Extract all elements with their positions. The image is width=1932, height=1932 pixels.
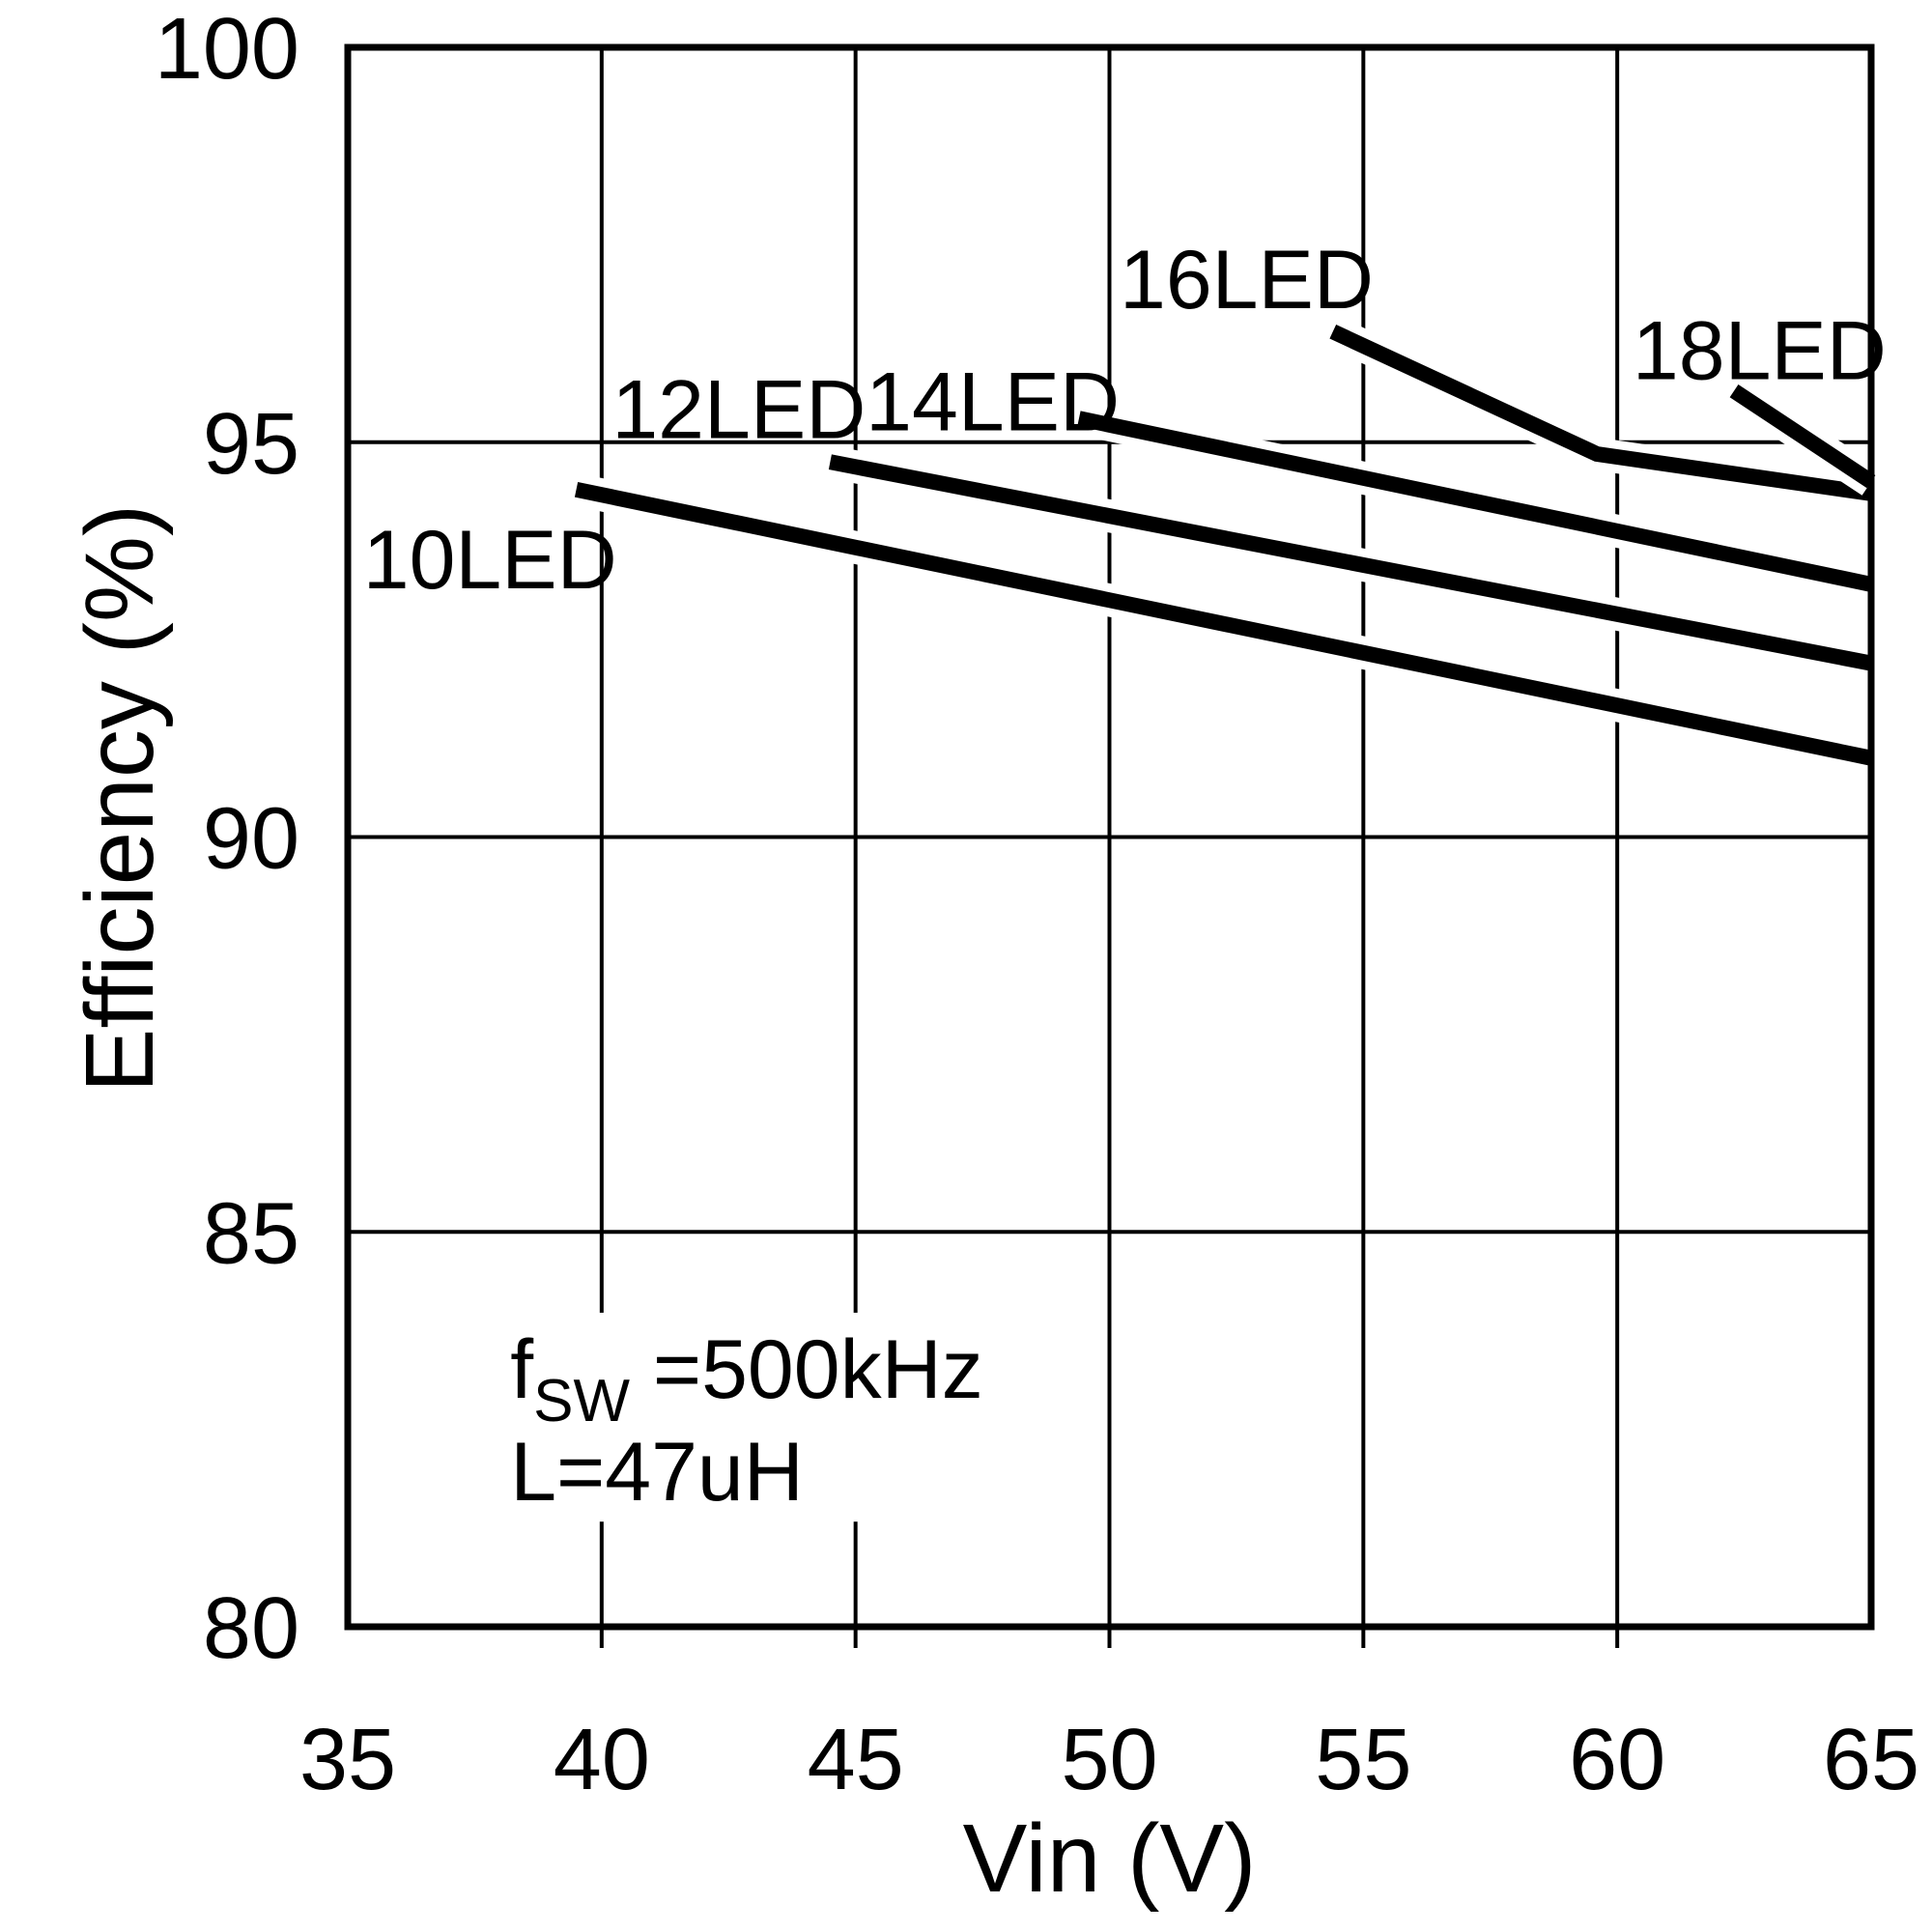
x-tick-label-35: 35 bbox=[299, 1712, 396, 1808]
x-tick-label-65: 65 bbox=[1823, 1712, 1919, 1808]
series-line-10led bbox=[574, 481, 1873, 766]
x-tick-label-45: 45 bbox=[808, 1712, 904, 1808]
data-series bbox=[573, 316, 1881, 775]
x-tick-label-40: 40 bbox=[554, 1712, 650, 1808]
series-line-18led bbox=[1729, 384, 1876, 489]
series-label-10led: 10LED bbox=[363, 514, 617, 607]
y-tick-label-95: 95 bbox=[203, 396, 299, 493]
annotation-f: f bbox=[510, 1323, 534, 1416]
plot-border bbox=[344, 43, 1875, 1631]
x-tick-label-50: 50 bbox=[1061, 1712, 1157, 1808]
annotation-mask bbox=[486, 1312, 975, 1522]
y-tick-label-90: 90 bbox=[203, 791, 299, 888]
y-tick-label-85: 85 bbox=[203, 1185, 299, 1282]
y-tick-label-100: 100 bbox=[155, 1, 299, 98]
annotation-fsw: fSW =500kHz bbox=[510, 1323, 983, 1435]
series-label-12led: 12LED bbox=[611, 364, 866, 457]
x-axis-title: Vin (V) bbox=[963, 1804, 1257, 1913]
tick-labels: 35 40 45 50 55 60 65 80 85 90 95 100 bbox=[155, 1, 1919, 1808]
series-line-16led bbox=[1329, 325, 1873, 501]
series-label-14led: 14LED bbox=[866, 355, 1120, 448]
y-tick-label-80: 80 bbox=[203, 1580, 299, 1677]
annotation-inductance: L=47uH bbox=[510, 1426, 804, 1519]
series-label-16led: 16LED bbox=[1120, 234, 1374, 327]
series-line-12led bbox=[828, 454, 1873, 671]
annotation-sw-subscript: SW bbox=[533, 1368, 630, 1435]
x-tick-label-60: 60 bbox=[1569, 1712, 1665, 1808]
annotation-freq-value: =500kHz bbox=[630, 1323, 983, 1416]
series-line-14led bbox=[1077, 411, 1873, 592]
x-tick-label-55: 55 bbox=[1315, 1712, 1411, 1808]
series-label-18led: 18LED bbox=[1633, 304, 1887, 397]
y-axis-title: Efficiency (%) bbox=[66, 504, 174, 1093]
